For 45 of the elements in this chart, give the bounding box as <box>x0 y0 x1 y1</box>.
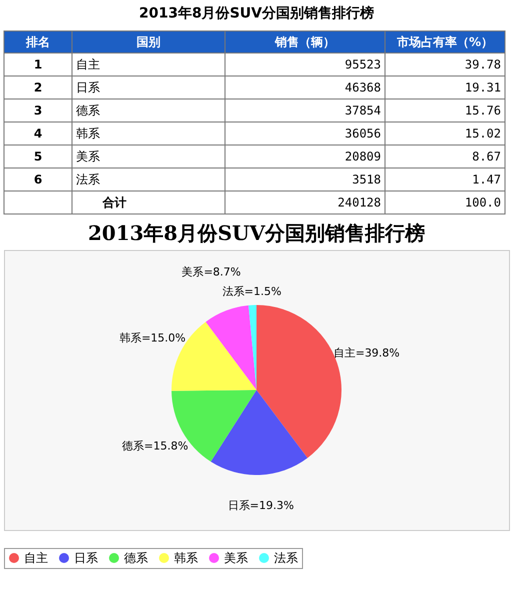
data-label: 36056 <box>344 126 381 140</box>
data-label: 2 <box>34 80 42 94</box>
category-label: 德系 <box>76 104 100 118</box>
data-label: 自主=39.8% <box>333 346 400 360</box>
legend-label: 美系 <box>224 551 248 565</box>
data-label: 3518 <box>352 172 381 186</box>
data-label: 6 <box>34 172 42 186</box>
data-label: 1.47 <box>472 172 501 186</box>
data-label: 4 <box>34 126 42 140</box>
series-label: 排名 <box>25 35 50 49</box>
text: 240128 <box>338 196 381 210</box>
data-label: 39.78 <box>464 58 501 72</box>
data-label: 日系=19.3% <box>228 498 294 512</box>
data-label: 15.02 <box>464 126 501 140</box>
data-label: 37854 <box>344 104 381 118</box>
data-label: 15.76 <box>464 104 501 118</box>
category-label: 美系 <box>76 150 100 164</box>
data-label: 韩系=15.0% <box>119 332 186 345</box>
data-label: 美系=8.7% <box>182 265 241 278</box>
data-label: 1 <box>34 58 42 72</box>
text: 100.0 <box>464 196 501 210</box>
data-label: 95523 <box>344 58 381 72</box>
category-label: 自主 <box>76 58 100 72</box>
data-label: 5 <box>34 150 42 164</box>
data-label: 法系=1.5% <box>222 285 282 298</box>
legend-label: 韩系 <box>174 551 198 565</box>
data-label: 8.67 <box>472 150 501 164</box>
data-label: 19.31 <box>464 80 501 94</box>
data-label: 德系=15.8% <box>122 439 188 452</box>
legend-label: 法系 <box>274 551 298 565</box>
text: 国别 <box>136 35 160 49</box>
text: 合计 <box>102 196 126 210</box>
data-label: 3 <box>34 104 42 118</box>
legend-label: 德系 <box>124 551 148 565</box>
legend-label: 日系 <box>74 551 98 565</box>
text: 2013年8月份SUV分国别销售排行榜 <box>139 4 374 22</box>
series-label: 市场占有率（%） <box>396 35 494 49</box>
data-label: 46368 <box>344 80 381 94</box>
data-label: 20809 <box>344 150 381 164</box>
chart-title: 2013年8月份SUV分国别销售排行榜 <box>88 221 425 245</box>
legend-label: 自主 <box>24 551 48 565</box>
category-label: 韩系 <box>76 126 100 140</box>
text: 销售（辆） <box>274 35 335 49</box>
category-label: 日系 <box>76 80 100 94</box>
category-label: 法系 <box>76 172 100 186</box>
